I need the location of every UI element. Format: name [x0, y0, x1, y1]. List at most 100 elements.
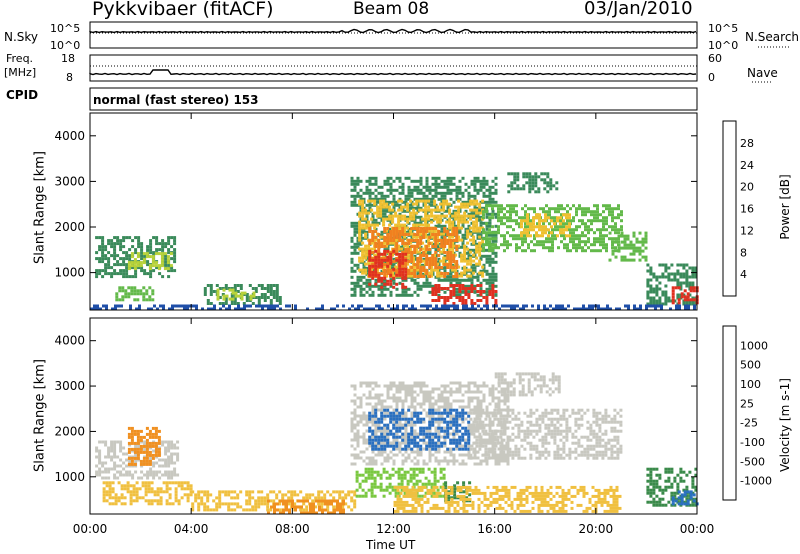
heatmap-cell	[401, 405, 405, 409]
heatmap-cell	[503, 213, 506, 217]
heatmap-cell	[443, 182, 447, 186]
heatmap-cell	[356, 227, 360, 231]
heatmap-cell	[347, 493, 351, 497]
heatmap-cell	[361, 217, 365, 221]
heatmap-cell	[599, 213, 602, 217]
heatmap-cell	[434, 242, 438, 245]
heatmap-cell	[407, 188, 411, 192]
heatmap-cell	[524, 249, 527, 253]
heatmap-cell	[368, 258, 372, 262]
heatmap-cell	[272, 284, 276, 287]
heatmap-cell	[437, 450, 441, 454]
heatmap-cell	[353, 499, 357, 503]
heatmap-cell	[470, 381, 474, 385]
heatmap-cell	[368, 282, 372, 286]
heatmap-cell	[437, 387, 441, 391]
heatmap-cell	[370, 223, 374, 227]
heatmap-cell	[461, 284, 465, 287]
heatmap-cell	[170, 245, 174, 249]
heatmap-cell	[590, 249, 593, 253]
heatmap-cell	[682, 302, 686, 306]
heatmap-cell	[479, 221, 483, 225]
heatmap-cell	[218, 287, 222, 290]
heatmap-cell	[236, 284, 240, 287]
heatmap-cell	[395, 293, 399, 297]
heatmap-cell	[673, 275, 677, 279]
heatmap-cell	[507, 184, 511, 188]
heatmap-cell	[467, 453, 471, 457]
heatmap-cell	[122, 446, 126, 450]
heatmap-cell	[482, 290, 486, 293]
heatmap-cell	[644, 234, 648, 238]
heatmap-cell	[434, 224, 438, 228]
heatmap-cell	[364, 232, 368, 236]
heatmap-cell	[303, 499, 306, 503]
heatmap-cell	[460, 259, 464, 263]
heatmap-cell	[218, 296, 222, 299]
heatmap-cell	[458, 296, 462, 299]
heatmap-cell	[485, 260, 489, 264]
heatmap-cell	[140, 248, 144, 252]
heatmap-cell	[688, 293, 692, 297]
heatmap-cell	[151, 298, 155, 302]
heatmap-cell	[222, 297, 226, 301]
heatmap-cell	[134, 236, 138, 240]
heatmap-cell	[104, 440, 108, 444]
heatmap-cell	[416, 179, 420, 183]
heatmap-cell	[392, 248, 396, 251]
heatmap-cell	[424, 199, 428, 203]
heatmap-cell	[139, 462, 143, 466]
heatmap-cell	[377, 197, 381, 201]
heatmap-cell	[183, 493, 187, 497]
heatmap-cell	[142, 456, 146, 460]
heatmap-cell	[197, 505, 201, 509]
heatmap-cell	[470, 212, 474, 216]
heatmap-cell	[401, 261, 405, 265]
heatmap-cell	[507, 304, 510, 308]
heatmap-cell	[285, 499, 288, 503]
heatmap-cell	[254, 296, 258, 299]
heatmap-cell	[406, 217, 410, 221]
heatmap-cell	[108, 496, 112, 500]
heatmap-cell	[398, 252, 402, 256]
heatmap-cell	[154, 432, 158, 436]
heatmap-cell	[371, 276, 375, 280]
heatmap-cell	[353, 417, 357, 421]
heatmap-cell	[395, 402, 399, 406]
heatmap-cell	[123, 496, 127, 500]
heatmap-cell	[473, 197, 477, 201]
heatmap-cell	[362, 281, 366, 285]
heatmap-cell	[389, 176, 393, 180]
heatmap-cell	[365, 281, 369, 285]
heatmap-cell	[455, 390, 459, 394]
heatmap-cell	[380, 285, 384, 289]
heatmap-cell	[389, 185, 393, 189]
heatmap-cell	[664, 296, 668, 300]
heatmap-cell	[368, 239, 372, 242]
heatmap-cell	[245, 499, 249, 503]
heatmap-cell	[148, 255, 152, 259]
heatmap-cell	[95, 446, 99, 450]
heatmap-cell	[661, 302, 665, 306]
heatmap-cell	[584, 243, 587, 247]
heatmap-cell	[684, 307, 687, 311]
heatmap-cell	[578, 243, 581, 247]
heatmap-cell	[395, 236, 399, 239]
heatmap-cell	[547, 216, 550, 220]
heatmap-cell	[163, 252, 167, 256]
heatmap-cell	[430, 271, 434, 275]
heatmap-cell	[479, 224, 483, 228]
heatmap-cell	[546, 175, 550, 179]
heatmap-cell	[646, 290, 650, 294]
heatmap-cell	[302, 502, 306, 506]
heatmap-cell	[272, 296, 276, 299]
heatmap-cell	[428, 248, 432, 251]
heatmap-cell	[107, 476, 111, 480]
heatmap-cell	[125, 473, 129, 477]
heatmap-cell	[676, 293, 680, 297]
heatmap-cell	[339, 508, 342, 512]
heatmap-cell	[170, 443, 174, 447]
heatmap-cell	[488, 188, 492, 192]
heatmap-cell	[191, 502, 195, 506]
heatmap-cell	[433, 229, 437, 233]
